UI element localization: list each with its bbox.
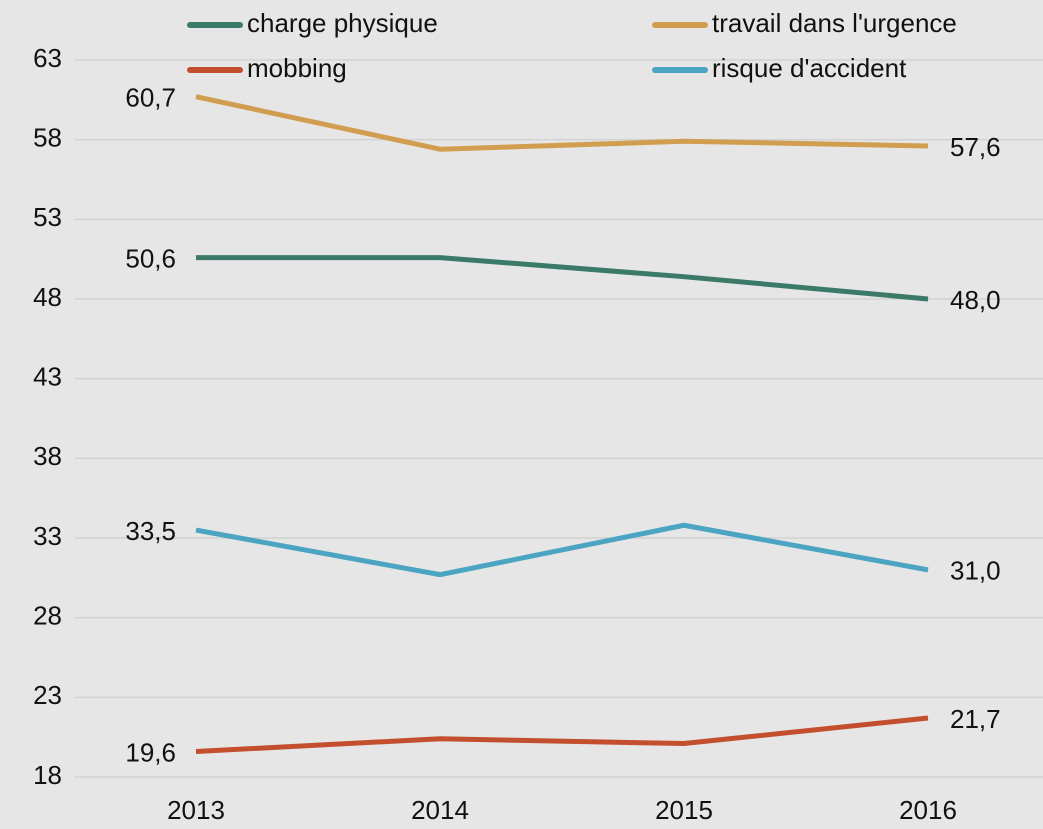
data-label: 60,7 [125, 83, 176, 113]
y-tick-label: 48 [33, 282, 62, 312]
y-tick-label: 23 [33, 680, 62, 710]
data-label: 19,6 [125, 737, 176, 767]
legend-label: risque d'accident [712, 53, 907, 83]
y-tick-label: 18 [33, 760, 62, 790]
y-tick-label: 33 [33, 521, 62, 551]
series-line [196, 255, 929, 302]
y-tick-label: 63 [33, 43, 62, 73]
data-label: 31,0 [950, 556, 1001, 586]
y-tick-label: 53 [33, 202, 62, 232]
y-tick-label: 58 [33, 123, 62, 153]
legend-label: mobbing [247, 53, 347, 83]
series-line [195, 94, 929, 152]
y-tick-label: 43 [33, 362, 62, 392]
data-label: 21,7 [950, 704, 1001, 734]
x-tick-label: 2013 [167, 795, 225, 825]
data-label: 50,6 [125, 243, 176, 273]
y-tick-label: 28 [33, 601, 62, 631]
y-tick-label: 38 [33, 441, 62, 471]
legend-label: travail dans l'urgence [712, 8, 957, 38]
series-line [195, 715, 929, 755]
data-label: 33,5 [125, 516, 176, 546]
x-tick-label: 2014 [411, 795, 469, 825]
data-label: 57,6 [950, 132, 1001, 162]
legend-label: charge physique [247, 8, 438, 38]
x-tick-label: 2015 [655, 795, 713, 825]
series-line [195, 522, 929, 578]
data-label: 48,0 [950, 285, 1001, 315]
x-tick-label: 2016 [899, 795, 957, 825]
